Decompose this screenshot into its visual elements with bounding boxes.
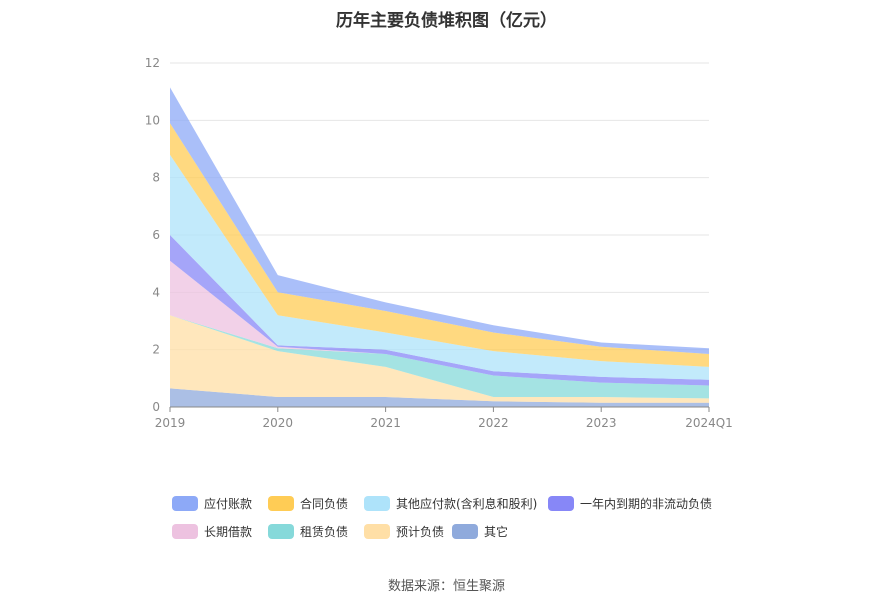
y-tick-label: 12 [145, 56, 160, 70]
area-series-layer [170, 87, 709, 407]
y-tick-label: 10 [145, 113, 160, 127]
x-tick-label: 2021 [370, 416, 401, 430]
legend-swatch [364, 524, 390, 539]
area-series-5 [170, 154, 709, 380]
legend-label: 预计负债 [396, 525, 445, 539]
x-tick-label: 2022 [478, 416, 509, 430]
chart-title: 历年主要负债堆积图（亿元） [336, 11, 557, 31]
legend-label: 租赁负债 [300, 525, 349, 539]
legend-item[interactable]: 长期借款 [172, 523, 252, 540]
axes: 0 2 4 6 8 10 12 2019 2020 2021 2022 2023 2024Q1 [145, 56, 733, 430]
legend-swatch [172, 524, 198, 539]
y-tick-label: 6 [152, 228, 160, 242]
legend-item[interactable]: 租赁负债 [268, 523, 348, 540]
legend-item[interactable]: 预计负债 [364, 523, 444, 540]
legend-item[interactable]: 应付账款 [172, 495, 252, 512]
y-tick-label: 2 [152, 343, 160, 357]
legend-item[interactable]: 合同负债 [268, 495, 348, 512]
legend-item[interactable]: 其他应付款(含利息和股利) [364, 495, 537, 512]
legend-swatch [452, 524, 478, 539]
area-series-2 [170, 315, 709, 399]
legend-swatch [268, 524, 294, 539]
legend-label: 一年内到期的非流动负债 [580, 497, 713, 511]
area-series-1 [170, 315, 709, 403]
data-source: 数据来源：恒生聚源 [387, 579, 505, 594]
legend-item[interactable]: 其它 [452, 523, 508, 540]
y-tick-label: 0 [152, 400, 160, 414]
area-series-0 [170, 388, 709, 407]
area-series-7 [170, 87, 709, 355]
legend-label: 长期借款 [204, 525, 253, 539]
x-tick-label: 2020 [263, 416, 294, 430]
legend-swatch [172, 496, 198, 511]
x-tick-label: 2019 [155, 416, 186, 430]
y-tick-label: 4 [152, 285, 160, 299]
legend-label: 其它 [484, 525, 509, 539]
legend-swatch [268, 496, 294, 511]
x-tick-label: 2024Q1 [685, 416, 733, 430]
legend-swatch [364, 496, 390, 511]
legend-swatch [548, 496, 574, 511]
legend-label: 其他应付款(含利息和股利) [396, 497, 538, 511]
legend-label: 应付账款 [204, 497, 253, 511]
legend-item[interactable]: 一年内到期的非流动负债 [548, 495, 712, 512]
area-series-4 [170, 235, 709, 386]
area-series-6 [170, 123, 709, 367]
legend-label: 合同负债 [300, 497, 349, 511]
y-tick-label: 8 [152, 171, 160, 185]
x-tick-label: 2023 [586, 416, 617, 430]
